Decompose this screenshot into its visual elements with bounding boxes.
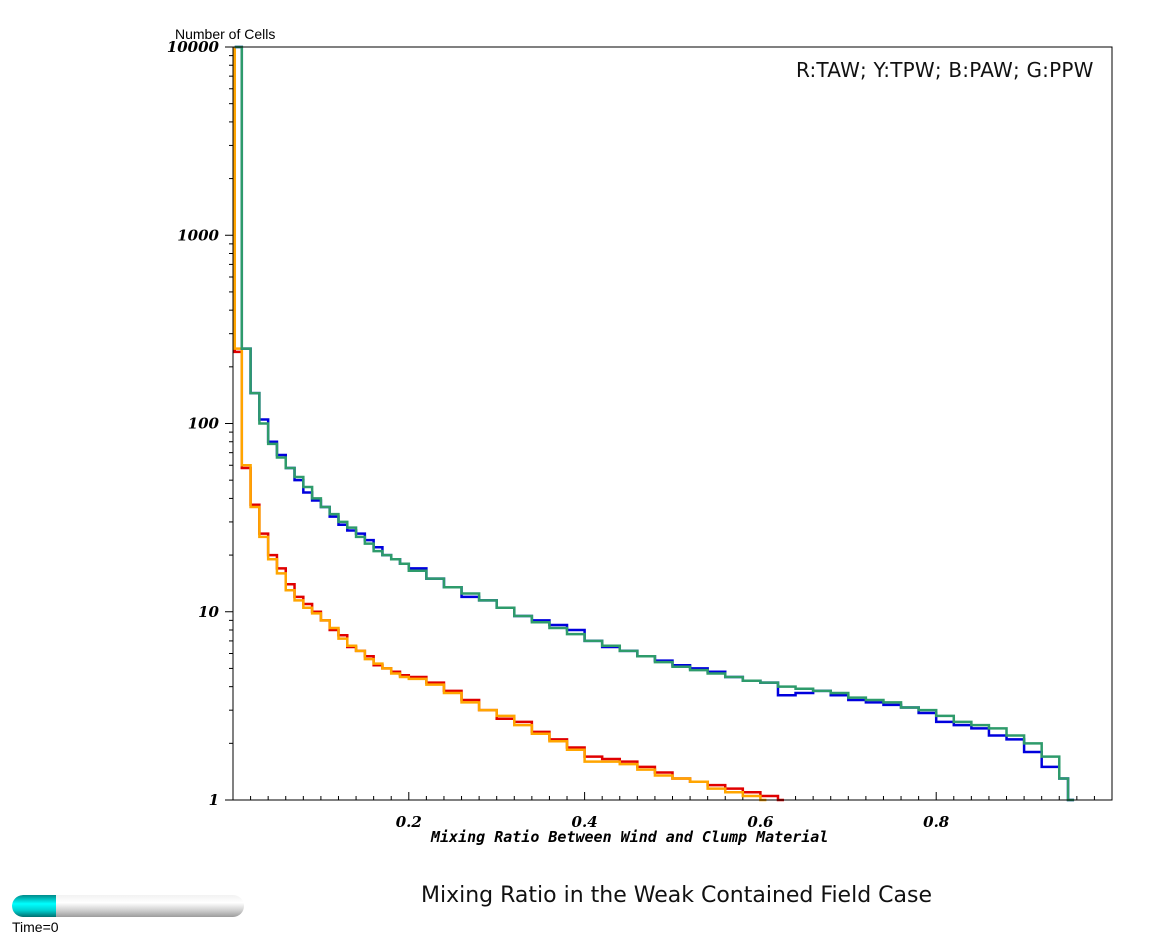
plot-frame [232, 46, 1113, 801]
series-line-paw [234, 45, 1075, 802]
axis-tickmarks [225, 46, 1095, 801]
y-tick-label: 1 [209, 791, 219, 809]
x-tick-label: 0.6 [747, 813, 774, 831]
y-tick-label: 100 [188, 415, 220, 433]
time-slider[interactable] [12, 895, 244, 917]
x-tick-label: 0.8 [923, 813, 950, 831]
x-tick-label: 0.2 [396, 813, 422, 831]
y-tick-labels: 1 10 100 1000 10000 [167, 38, 220, 809]
series-group [233, 45, 1075, 802]
y-tick-label: 1000 [177, 226, 219, 244]
series-line-ppw [234, 45, 1075, 802]
chart-title: Mixing Ratio in the Weak Contained Field… [421, 883, 932, 908]
time-label: Time=0 [12, 919, 59, 935]
series-line-taw [233, 47, 784, 802]
x-tick-labels: 0.2 0.4 0.6 0.8 [396, 813, 950, 831]
y-axis-label: Number of Cells [175, 26, 276, 42]
x-axis-label: Mixing Ratio Between Wind and Clump Mate… [431, 828, 829, 846]
x-tick-label: 0.4 [572, 813, 598, 831]
legend-note: R:TAW; Y:TPW; B:PAW; G:PPW [796, 58, 1094, 82]
time-slider-fill [12, 895, 57, 917]
y-tick-label: 10000 [167, 38, 220, 56]
y-tick-label: 10 [198, 603, 219, 621]
series-line-tpw [233, 47, 767, 802]
